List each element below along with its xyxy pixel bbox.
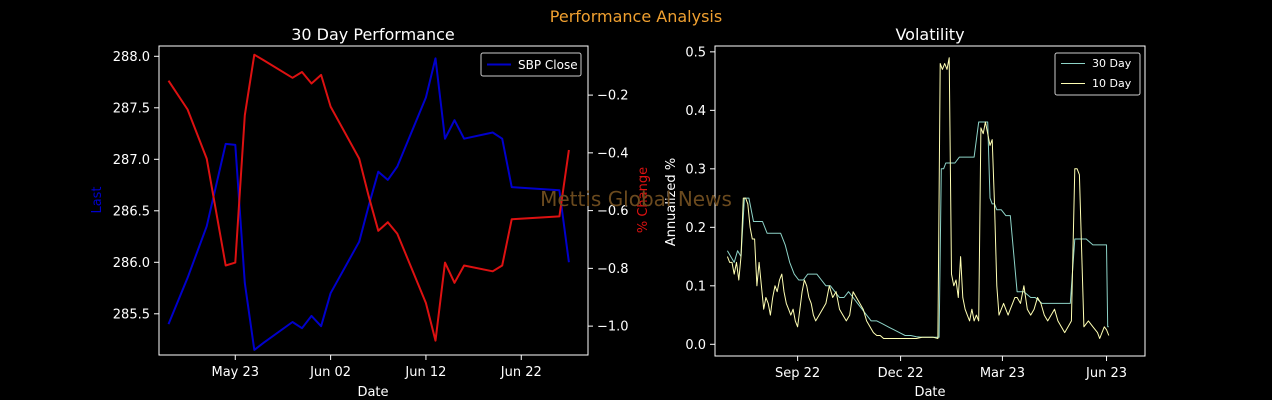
performance-chart: 30 Day Performance May 23 Jun 02 Jun 12 Jun… [90, 25, 651, 400]
performance-y2label: % Change [636, 167, 651, 233]
performance-xtick-label: Jun 22 [500, 365, 542, 380]
volatility-ytick-label: 0.3 [685, 162, 706, 177]
performance-ytick-label: 287.0 [113, 153, 150, 168]
performance-y2tick-label: −0.4 [597, 146, 629, 161]
volatility-ytick-label: 0.2 [685, 221, 706, 236]
volatility-ytick-label: 0.1 [685, 279, 706, 294]
performance-xtick-label: Jun 12 [404, 365, 446, 380]
series-line-change [167, 53, 570, 342]
series-line-30-day [726, 121, 1109, 338]
volatility-plot-frame [714, 45, 1146, 357]
watermark: Mettis Global News [540, 187, 732, 211]
performance-xtick-label: Jun 02 [309, 365, 351, 380]
series-line-sbp-close [167, 57, 570, 351]
suptitle: Performance Analysis [550, 7, 722, 26]
volatility-ylabel: Annualized % [664, 158, 679, 246]
volatility-xtick-label: Jun 23 [1085, 366, 1127, 381]
performance-ytick-label: 285.5 [113, 307, 150, 322]
performance-xlabel: Date [357, 385, 388, 400]
performance-y2tick-label: −1.0 [597, 320, 629, 335]
volatility-title: Volatility [895, 25, 964, 44]
legend-label-10-day: 10 Day [1092, 77, 1132, 90]
performance-title: 30 Day Performance [291, 25, 455, 44]
series-line-10-day [726, 57, 1110, 339]
legend-label-sbp-close: SBP Close [518, 58, 578, 72]
performance-ytick-label: 287.5 [113, 101, 150, 116]
performance-legend: SBP Close [480, 52, 582, 77]
performance-y2tick-label: −0.2 [597, 89, 629, 104]
volatility-chart: Volatility Sep 22 Dec 22 Mar 23 Jun 23 0.0 0… [664, 25, 1146, 400]
performance-ytick-label: 286.5 [113, 204, 150, 219]
volatility-legend: 30 Day 10 Day [1054, 52, 1141, 96]
performance-xtick-label: May 23 [211, 365, 259, 380]
volatility-ytick-label: 0.0 [685, 338, 706, 353]
volatility-ytick-label: 0.4 [685, 104, 706, 119]
volatility-xtick-label: Dec 22 [878, 366, 924, 381]
performance-ytick-label: 288.0 [113, 50, 150, 65]
legend-label-30-day: 30 Day [1092, 57, 1132, 70]
performance-y2tick-label: −0.6 [597, 204, 629, 219]
volatility-ytick-label: 0.5 [685, 45, 706, 60]
performance-ylabel: Last [90, 186, 105, 213]
performance-plot-frame [158, 45, 589, 356]
volatility-xtick-label: Sep 22 [775, 366, 820, 381]
performance-y2tick-label: −0.8 [597, 262, 629, 277]
volatility-xtick-label: Mar 23 [980, 366, 1025, 381]
volatility-xlabel: Date [914, 385, 945, 400]
performance-ytick-label: 286.0 [113, 256, 150, 271]
